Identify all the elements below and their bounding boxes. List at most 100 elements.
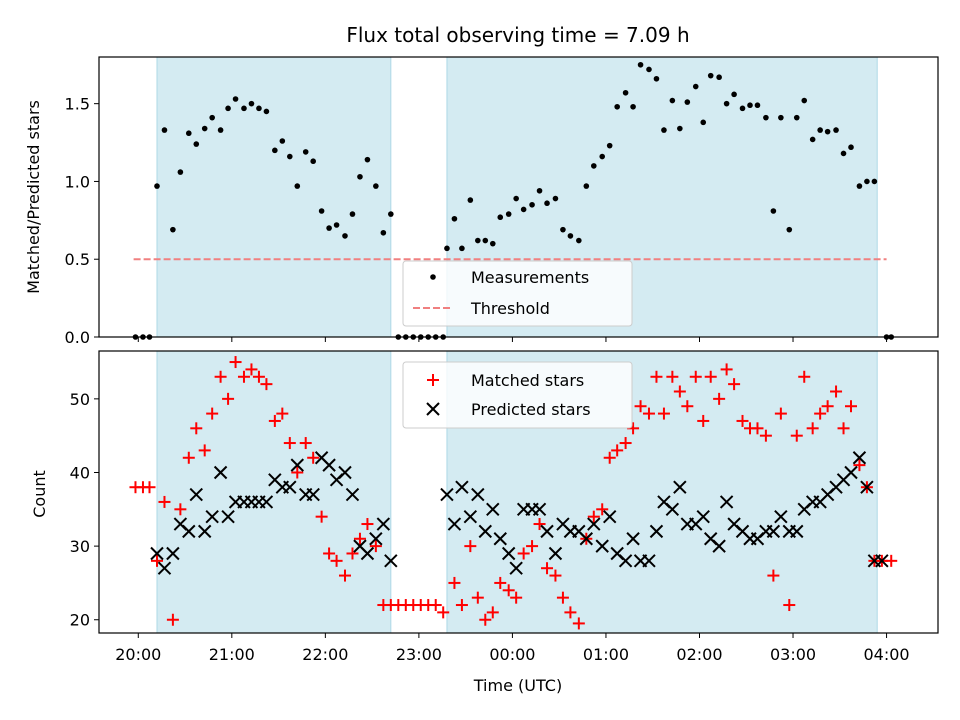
bottom-legend: Matched stars Predicted stars: [402, 361, 633, 429]
measurement-point: [170, 226, 176, 233]
measurement-point: [467, 197, 474, 203]
chart-title: Flux total observing time = 7.09 h: [346, 23, 689, 47]
measurement-point: [310, 158, 316, 165]
predicted-star-point: [447, 517, 462, 531]
measurement-point: [809, 136, 816, 143]
matched-star-point: [464, 540, 477, 553]
measurement-point: [692, 83, 699, 90]
measurement-point: [599, 153, 606, 160]
predicted-star-point: [322, 458, 336, 472]
predicted-star-point: [860, 480, 874, 494]
y-tick-label: 0.5: [65, 250, 90, 269]
matched-star-point: [806, 422, 819, 435]
predicted-star-point: [875, 554, 889, 568]
predicted-star-point: [486, 502, 500, 517]
measurement-point: [848, 144, 854, 151]
measurement-point: [716, 74, 722, 81]
matched-star-point: [704, 370, 717, 383]
y-tick-label: 1.0: [65, 172, 90, 191]
measurement-point: [669, 97, 676, 104]
measurement-point: [864, 178, 870, 185]
measurement-point: [272, 147, 278, 154]
matched-star-point: [845, 400, 858, 413]
predicted-star-point: [642, 554, 656, 568]
bottom-panel: 20 30 40 50 20:00 21:00 22:00 23:00 00:00 01:00 0…: [30, 350, 939, 695]
measurement-point: [279, 138, 286, 144]
predicted-star-point: [696, 509, 710, 524]
top-y-ticks: 0.0 0.5 1.0 1.5: [65, 95, 99, 347]
matched-star-point: [666, 370, 679, 383]
matched-star-point: [174, 503, 187, 516]
measurement-point: [357, 173, 363, 180]
measurement-point: [793, 114, 800, 121]
measurement-point: [770, 208, 777, 214]
matched-star-point: [245, 363, 258, 376]
x-axis-label: Time (UTC): [473, 676, 562, 695]
measurement-point: [684, 99, 691, 105]
measurement-point: [154, 183, 160, 189]
legend-predicted-marker: [426, 402, 440, 416]
matched-star-point: [166, 613, 179, 626]
measurement-point: [185, 130, 192, 137]
measurement-point: [536, 187, 543, 194]
matched-star-point: [611, 444, 624, 457]
predicted-star-point: [205, 509, 219, 524]
predicted-star-point: [712, 539, 726, 553]
measurement-point: [287, 153, 293, 160]
measurement-point: [256, 105, 262, 112]
measurement-point: [482, 237, 489, 244]
measurement-point: [505, 211, 512, 217]
measurement-point: [552, 195, 559, 202]
matched-star-point: [471, 591, 484, 604]
matched-star-point: [533, 518, 546, 531]
predicted-star-point: [618, 554, 633, 568]
measurement-point: [497, 214, 504, 221]
matched-star-point: [634, 400, 647, 413]
predicted-star-point: [440, 487, 454, 502]
measurement-point: [225, 105, 231, 112]
matched-star-point: [479, 613, 492, 626]
predicted-star-point: [595, 539, 609, 553]
matched-star-point: [673, 385, 686, 398]
measurement-point: [871, 178, 878, 185]
matched-star-point: [728, 378, 741, 391]
measurement-point: [606, 142, 613, 149]
measurement-point: [801, 97, 808, 104]
matched-star-point: [429, 599, 442, 612]
y-tick-label: 30: [70, 537, 90, 556]
bottom-y-axis-label: Count: [30, 470, 49, 518]
predicted-star-point: [548, 546, 563, 561]
measurement-point: [459, 245, 465, 252]
predicted-star-point: [384, 554, 398, 568]
matched-star-point: [572, 617, 585, 630]
predicted-star-point: [540, 524, 554, 539]
measurement-point: [520, 206, 527, 213]
measurement-point: [529, 201, 535, 208]
measurement-point: [614, 103, 620, 110]
predicted-star-point: [306, 487, 320, 502]
predicted-star-point: [579, 532, 594, 546]
y-tick-label: 1.5: [65, 95, 90, 114]
predicted-star-point: [719, 495, 734, 509]
x-tick-label: 22:00: [302, 645, 348, 664]
measurement-point: [590, 163, 597, 169]
matched-star-point: [346, 547, 359, 560]
predicted-star-point: [259, 495, 274, 509]
matched-star-point: [437, 606, 450, 619]
matched-star-point: [369, 540, 382, 553]
predicted-star-point: [221, 509, 235, 524]
predicted-star-point: [213, 465, 228, 480]
y-tick-label: 20: [70, 611, 90, 630]
matched-star-point: [541, 562, 554, 575]
measurement-point: [700, 119, 707, 126]
measurement-point: [161, 127, 168, 133]
predicted-star-point: [197, 524, 212, 539]
measurement-point: [326, 225, 332, 231]
top-plot-frame: [98, 56, 939, 338]
matched-star-point: [353, 532, 366, 545]
matched-star-point: [759, 429, 772, 442]
matched-star-point: [229, 356, 242, 369]
measurement-point: [646, 66, 652, 73]
matched-star-point: [783, 599, 796, 612]
x-tick-label: 02:00: [676, 645, 722, 664]
